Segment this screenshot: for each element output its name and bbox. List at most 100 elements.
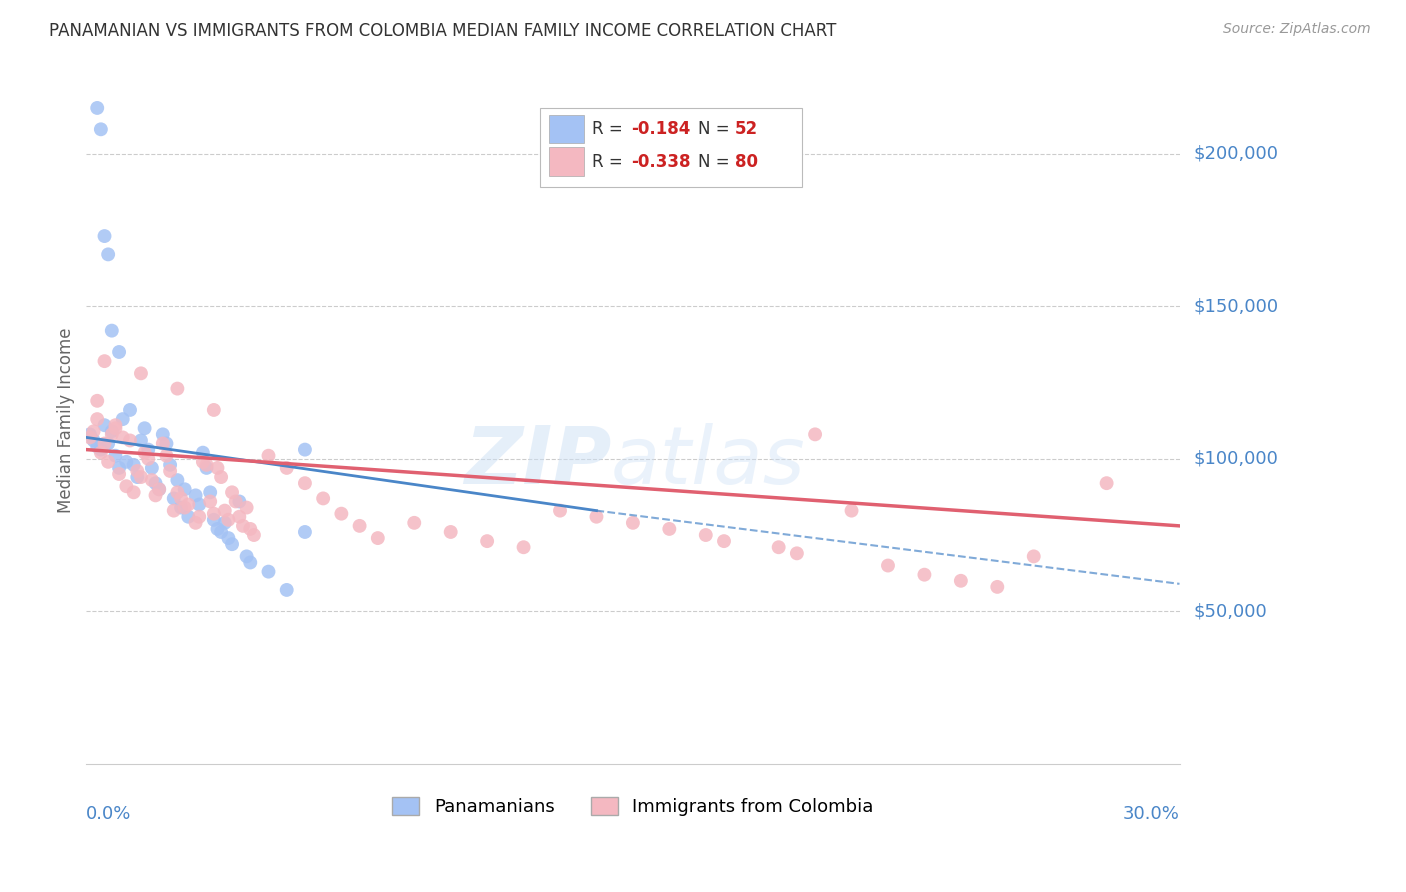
Point [202, 513, 225, 527]
Point [118, 403, 141, 417]
Text: 30.0%: 30.0% [1122, 805, 1180, 823]
Text: atlas: atlas [612, 423, 806, 500]
Point [101, 324, 124, 338]
Text: 52: 52 [734, 120, 758, 138]
Point [108, 345, 131, 359]
Point [159, 464, 181, 478]
Point [239, 522, 262, 536]
Point [145, 476, 167, 491]
Point [155, 436, 177, 450]
Point [695, 528, 717, 542]
Point [108, 461, 131, 475]
Point [585, 509, 607, 524]
Point [312, 491, 335, 506]
Point [294, 442, 316, 457]
Point [108, 467, 131, 481]
Point [239, 556, 262, 570]
Point [111, 412, 134, 426]
Point [152, 436, 174, 450]
Text: $50,000: $50,000 [1194, 602, 1267, 620]
Legend: Panamanians, Immigrants from Colombia: Panamanians, Immigrants from Colombia [385, 789, 880, 823]
Point [198, 494, 221, 508]
FancyBboxPatch shape [540, 108, 803, 187]
Point [101, 427, 124, 442]
Point [90, 122, 112, 136]
Point [207, 461, 229, 475]
Text: -0.184: -0.184 [631, 120, 690, 138]
Point [330, 507, 353, 521]
Point [184, 516, 207, 530]
Point [152, 427, 174, 442]
Point [159, 458, 181, 472]
Point [93, 418, 115, 433]
Point [276, 582, 298, 597]
Text: 80: 80 [734, 153, 758, 171]
Point [214, 516, 236, 530]
Point [257, 449, 280, 463]
Point [129, 434, 152, 448]
Text: R =: R = [592, 120, 628, 138]
Point [475, 534, 498, 549]
Text: Source: ZipAtlas.com: Source: ZipAtlas.com [1223, 22, 1371, 37]
Point [512, 540, 534, 554]
Point [207, 522, 229, 536]
Point [804, 427, 827, 442]
Point [148, 483, 170, 497]
FancyBboxPatch shape [548, 147, 583, 177]
Point [621, 516, 644, 530]
Point [122, 458, 145, 472]
Point [93, 229, 115, 244]
Point [86, 412, 108, 426]
FancyBboxPatch shape [548, 114, 583, 144]
Text: -0.338: -0.338 [631, 153, 690, 171]
Point [93, 354, 115, 368]
Point [134, 421, 156, 435]
Point [349, 519, 371, 533]
Point [148, 483, 170, 497]
Text: PANAMANIAN VS IMMIGRANTS FROM COLOMBIA MEDIAN FAMILY INCOME CORRELATION CHART: PANAMANIAN VS IMMIGRANTS FROM COLOMBIA M… [49, 22, 837, 40]
Point [1095, 476, 1118, 491]
Point [127, 470, 149, 484]
Point [841, 503, 863, 517]
Point [83, 434, 105, 448]
Y-axis label: Median Family Income: Median Family Income [58, 328, 75, 514]
Point [111, 430, 134, 444]
Point [136, 442, 159, 457]
Point [195, 461, 218, 475]
Point [101, 425, 124, 439]
Point [235, 500, 257, 515]
Point [191, 455, 214, 469]
Point [235, 549, 257, 564]
Point [713, 534, 735, 549]
Point [202, 403, 225, 417]
Point [209, 470, 232, 484]
Point [404, 516, 426, 530]
Text: ZIP: ZIP [464, 423, 612, 500]
Point [768, 540, 790, 554]
Point [177, 509, 200, 524]
Point [163, 491, 186, 506]
Text: 0.0%: 0.0% [86, 805, 132, 823]
Point [170, 500, 193, 515]
Point [294, 524, 316, 539]
Point [232, 519, 254, 533]
Point [658, 522, 681, 536]
Text: N =: N = [699, 120, 735, 138]
Point [217, 531, 239, 545]
Point [214, 503, 236, 517]
Point [209, 524, 232, 539]
Point [166, 382, 188, 396]
Point [104, 418, 127, 433]
Point [122, 485, 145, 500]
Point [90, 442, 112, 457]
Point [170, 491, 193, 506]
Point [177, 498, 200, 512]
Text: $200,000: $200,000 [1194, 145, 1278, 162]
Point [136, 451, 159, 466]
Point [986, 580, 1008, 594]
Point [173, 500, 195, 515]
Point [877, 558, 900, 573]
Text: N =: N = [699, 153, 735, 171]
Point [166, 485, 188, 500]
Point [166, 473, 188, 487]
